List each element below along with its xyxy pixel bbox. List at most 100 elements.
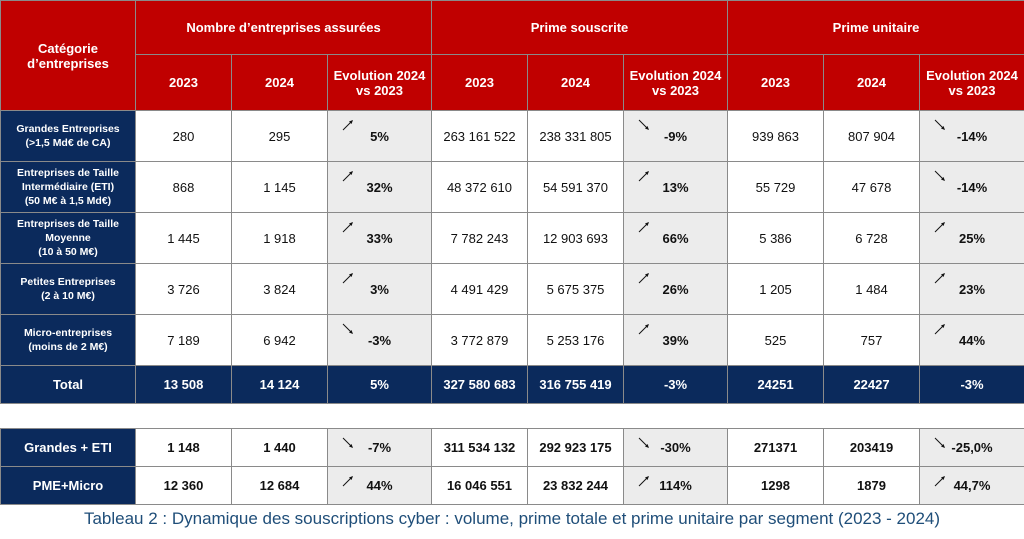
table-row: Petites Entreprises (2 à 10 M€) 3 726 3 824… (0, 263, 1024, 315)
count-2024: 1 440 (231, 428, 328, 467)
arrow-up-right-icon (342, 221, 354, 233)
total-u24: 22427 (823, 365, 921, 404)
unit-premium-2024: 757 (823, 314, 921, 366)
premium-evolution: -30% (622, 428, 729, 467)
premium-evolution: 13% (622, 161, 729, 213)
total-u23: 24251 (727, 365, 825, 404)
year-header: 2023 (135, 54, 232, 111)
category-label: Petites Entreprises (20, 276, 116, 288)
unit-premium-evolution: 23% (919, 263, 1024, 315)
category-cell: Grandes Entreprises (>1,5 Md€ de CA) (0, 110, 136, 162)
evolution-value: 5% (370, 128, 389, 144)
unit-premium-2024: 6 728 (823, 212, 921, 264)
premium-2024: 238 331 805 (527, 110, 624, 162)
evolution-value: 13% (662, 179, 689, 195)
year-header: 2024 (527, 54, 624, 111)
premium-evolution: 66% (622, 212, 729, 264)
unit-premium-evolution: -25,0% (919, 428, 1024, 467)
arrow-down-right-icon (638, 437, 650, 449)
category-range: (50 M€ à 1,5 Md€) (24, 195, 112, 207)
count-2024: 12 684 (231, 466, 328, 505)
count-2023: 280 (135, 110, 232, 162)
count-2023: 1 445 (135, 212, 232, 264)
evolution-value: 39% (662, 332, 689, 348)
category-label: Entreprises de Taille Intermédiaire (ETI… (17, 167, 119, 193)
count-2023: 12 360 (135, 466, 232, 505)
spacer-row (0, 403, 1024, 429)
evolution-header: Evolution 2024 vs 2023 (327, 54, 432, 111)
arrow-up-right-icon (638, 323, 650, 335)
premium-2024: 292 923 175 (527, 428, 624, 467)
total-ne: 5% (327, 365, 432, 404)
category-cell: Entreprises de Taille Intermédiaire (ETI… (0, 161, 136, 213)
evolution-value: -9% (663, 128, 688, 144)
summary-label: PME+Micro (0, 466, 136, 505)
count-2023: 7 189 (135, 314, 232, 366)
arrow-down-right-icon (342, 323, 354, 335)
evolution-value: 44% (366, 478, 393, 493)
count-evolution: -7% (327, 428, 432, 467)
total-label: Total (0, 365, 136, 404)
evolution-value: 44,7% (953, 478, 991, 493)
arrow-down-right-icon (934, 437, 946, 449)
total-n23: 13 508 (135, 365, 232, 404)
premium-2023: 3 772 879 (431, 314, 528, 366)
group-header-unit-premium: Prime unitaire (727, 0, 1024, 55)
arrow-down-right-icon (638, 119, 650, 131)
unit-premium-2024: 1879 (823, 466, 921, 505)
unit-premium-2023: 55 729 (727, 161, 825, 213)
arrow-down-right-icon (342, 437, 354, 449)
year-header: 2024 (231, 54, 328, 111)
arrow-up-right-icon (934, 221, 946, 233)
premium-2024: 5 253 176 (527, 314, 624, 366)
category-range: (2 à 10 M€) (41, 290, 95, 302)
premium-2023: 48 372 610 (431, 161, 528, 213)
premium-2023: 263 161 522 (431, 110, 528, 162)
category-range: (10 à 50 M€) (38, 246, 98, 258)
unit-premium-2023: 1298 (727, 466, 825, 505)
arrow-up-right-icon (342, 475, 354, 487)
arrow-up-right-icon (342, 119, 354, 131)
unit-premium-2023: 525 (727, 314, 825, 366)
premium-evolution: 39% (622, 314, 729, 366)
evolution-header: Evolution 2024 vs 2023 (919, 54, 1024, 111)
unit-premium-evolution: 25% (919, 212, 1024, 264)
count-evolution: 44% (327, 466, 432, 505)
premium-evolution: 114% (622, 466, 729, 505)
premium-2023: 7 782 243 (431, 212, 528, 264)
arrow-up-right-icon (638, 221, 650, 233)
evolution-value: 114% (659, 478, 692, 493)
group-header-count: Nombre d’entreprises assurées (135, 0, 432, 55)
evolution-value: 3% (370, 281, 389, 297)
evolution-value: 32% (366, 179, 393, 195)
category-label: Entreprises de Taille Moyenne (17, 218, 119, 244)
arrow-up-right-icon (638, 170, 650, 182)
arrow-up-right-icon (342, 170, 354, 182)
table-row: Grandes Entreprises (>1,5 Md€ de CA) 280 29… (0, 110, 1024, 162)
arrow-up-right-icon (342, 272, 354, 284)
category-cell: Micro-entreprises (moins de 2 M€) (0, 314, 136, 366)
total-n24: 14 124 (231, 365, 328, 404)
total-p23: 327 580 683 (431, 365, 528, 404)
count-2024: 295 (231, 110, 328, 162)
evolution-value: -30% (660, 440, 691, 455)
premium-evolution: -9% (622, 110, 729, 162)
evolution-value: -7% (367, 440, 392, 455)
evolution-value: 66% (662, 230, 689, 246)
table-row: Entreprises de Taille Moyenne (10 à 50 M€… (0, 212, 1024, 264)
premium-2024: 23 832 244 (527, 466, 624, 505)
category-range: (moins de 2 M€) (28, 341, 108, 353)
count-2024: 3 824 (231, 263, 328, 315)
arrow-up-right-icon (934, 475, 946, 487)
arrow-up-right-icon (638, 475, 650, 487)
unit-premium-evolution: 44% (919, 314, 1024, 366)
evolution-value: 26% (662, 281, 689, 297)
year-header: 2024 (823, 54, 921, 111)
category-cell: Petites Entreprises (2 à 10 M€) (0, 263, 136, 315)
evolution-value: -25,0% (951, 440, 993, 455)
evolution-value: 33% (366, 230, 393, 246)
cyber-subscriptions-table: Catégorie d’entreprises Nombre d’entrepr… (0, 0, 1024, 505)
total-row: Total 13 508 14 124 5% 327 580 683 316 755 41… (0, 365, 1024, 404)
arrow-down-right-icon (934, 170, 946, 182)
count-2023: 3 726 (135, 263, 232, 315)
